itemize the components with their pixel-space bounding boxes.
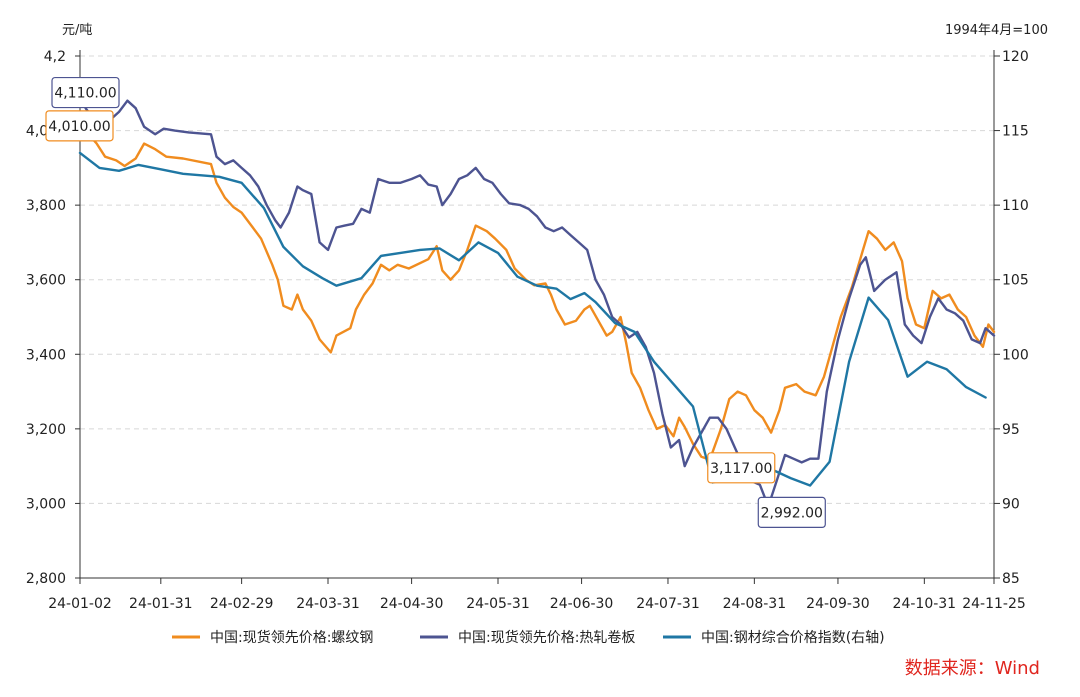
left-tick-label: 2,800 [26,571,66,587]
right-tick-label: 90 [1002,496,1020,512]
right-tick-label: 115 [1002,124,1029,140]
x-tick-label: 24-07-31 [636,596,700,612]
axes: 2,8003,0003,2003,4003,6003,8004,0004,285… [26,49,1029,612]
right-axis-unit: 1994年4月=100 [945,23,1048,38]
right-tick-label: 85 [1002,571,1020,587]
legend-label-2: 中国:钢材综合价格指数(右轴) [701,630,885,646]
series-line-1 [78,88,996,508]
right-tick-label: 110 [1002,198,1029,214]
callout-box [757,496,826,529]
x-tick-label: 24-03-31 [296,596,360,612]
callout-label: 4,010.00 [48,119,110,135]
left-tick-label: 3,400 [26,347,66,363]
right-tick-label: 120 [1002,49,1029,65]
x-tick-label: 24-05-31 [466,596,530,612]
left-axis-unit: 元/吨 [62,23,92,38]
legend-label-0: 中国:现货领先价格:螺纹钢 [210,629,373,646]
right-tick-label: 105 [1002,273,1029,289]
series-lines [78,88,996,508]
x-tick-label: 24-02-29 [210,596,274,612]
x-tick-label: 24-01-02 [48,596,112,612]
x-tick-label: 24-04-30 [380,596,444,612]
callout-box [45,110,114,142]
callout-box [707,452,776,484]
gridlines [80,55,994,504]
left-tick-label: 3,000 [26,496,66,512]
right-tick-label: 95 [1002,422,1020,438]
left-tick-label: 3,200 [26,422,66,438]
series-line-0 [78,125,996,461]
x-tick-label: 24-08-31 [723,596,787,612]
legend: 中国:现货领先价格:螺纹钢 中国:现货领先价格:热轧卷板 中国:钢材综合价格指数(右… [172,629,885,646]
left-tick-label: 3,600 [26,273,66,289]
left-tick-label: 3,800 [26,198,66,214]
callouts: 4,110.00 4,010.00 3,117.00 2,992.00 [45,76,826,529]
source-note: 数据来源：Wind [905,658,1040,679]
x-tick-label: 24-11-25 [962,596,1026,612]
x-tick-label: 24-09-30 [806,596,870,612]
series-line-2 [78,151,987,487]
x-tick-label: 24-10-31 [893,596,957,612]
callout-box [51,76,120,109]
legend-label-1: 中国:现货领先价格:热轧卷板 [458,629,635,646]
callout-label: 2,992.00 [761,505,823,521]
left-tick-label: 4,2 [44,49,66,65]
x-tick-label: 24-06-30 [550,596,614,612]
callout-label: 3,117.00 [710,461,772,477]
x-tick-label: 24-01-31 [129,596,193,612]
callout-label: 4,110.00 [54,86,116,102]
right-tick-label: 100 [1002,347,1029,363]
